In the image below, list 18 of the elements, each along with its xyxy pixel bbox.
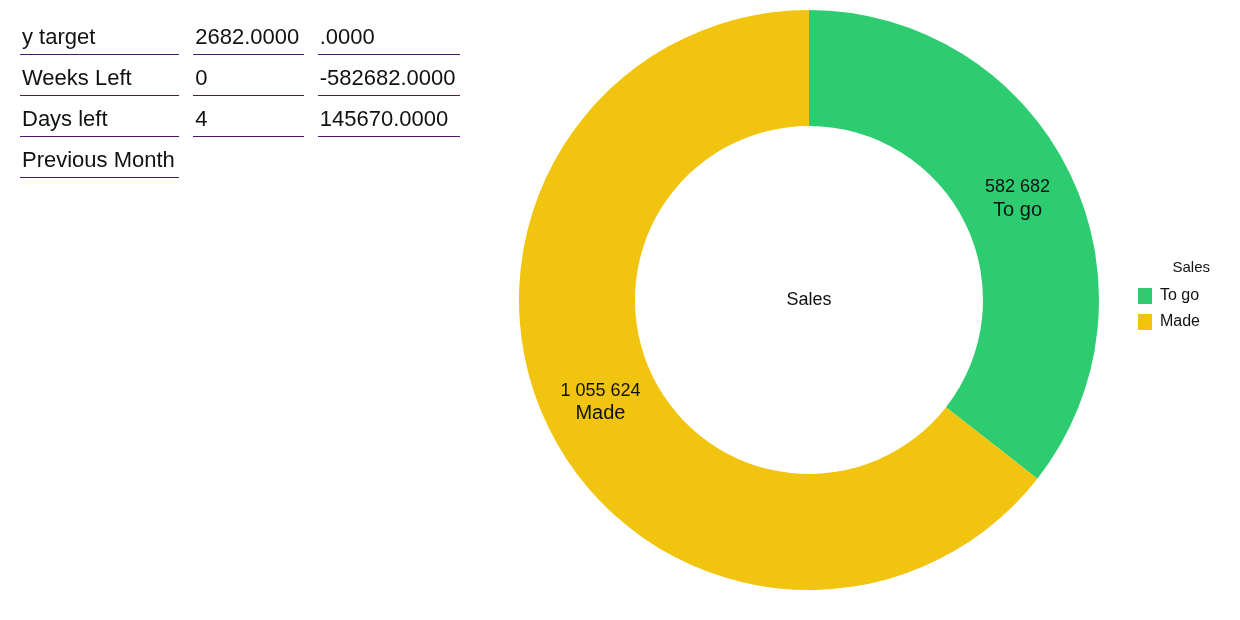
text: 2682.0000 (193, 20, 304, 55)
slice-label: Made (575, 401, 626, 424)
text: 0 (193, 61, 304, 96)
text: -582682.0000 (317, 61, 460, 96)
text: 4 (193, 102, 304, 137)
text: .0000 (317, 20, 460, 55)
text: 145670.0000 (317, 102, 460, 137)
legend-title: Sales (1172, 257, 1210, 275)
text: Sales (786, 288, 832, 309)
text: Days left (20, 102, 180, 137)
data-label: 1 055 624 (560, 379, 641, 400)
text: Previous Month (20, 143, 180, 178)
legend-label: To go (1159, 286, 1200, 304)
text: Weeks Left (20, 61, 180, 96)
legend-label: Made (1159, 312, 1201, 330)
data-label: 582 682 (985, 176, 1051, 197)
slice-label: To go (993, 197, 1043, 220)
text: y target (20, 20, 180, 55)
